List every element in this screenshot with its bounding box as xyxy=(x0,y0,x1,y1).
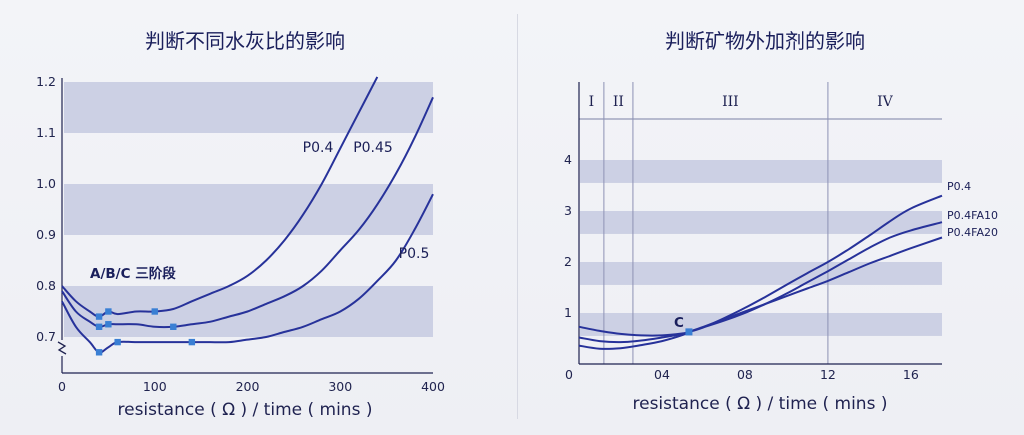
chart-divider xyxy=(517,14,518,419)
chart-title: 判断矿物外加剂的影响 xyxy=(665,29,865,53)
y-tick-label: 0.9 xyxy=(36,227,56,242)
y-tick-label: 0.7 xyxy=(36,329,56,344)
x-tick-label: 12 xyxy=(820,367,836,382)
y-tick-label: 4 xyxy=(564,152,572,167)
band-0 xyxy=(580,160,942,183)
y-tick-label: 2 xyxy=(564,254,572,269)
series-label: P0.5 xyxy=(399,246,430,262)
data-point-marker xyxy=(95,313,103,320)
data-point-marker xyxy=(170,323,177,330)
chart-title: 判断不同水灰比的影响 xyxy=(145,29,345,53)
band-3 xyxy=(580,313,942,336)
phase-label: IV xyxy=(877,94,894,110)
y-tick-label: 3 xyxy=(564,203,572,218)
series-label: P0.45 xyxy=(353,140,393,156)
left-chart: 判断不同水灰比的影响 1.2 1.1 1.0 0.9 0.8 0.7 0 100 200 300 40… xyxy=(36,29,445,420)
data-point-marker xyxy=(685,328,693,336)
y-tick-label: 0.8 xyxy=(36,278,56,293)
band-1 xyxy=(580,211,942,234)
data-point-marker xyxy=(151,308,158,315)
data-point-marker xyxy=(95,323,103,330)
phase-annotation: A/B/C 三阶段 xyxy=(90,265,176,282)
band-1 xyxy=(64,184,433,235)
y-tick-label: 1.0 xyxy=(36,176,56,191)
data-point-marker xyxy=(105,308,112,315)
series-label: P0.4FA10 xyxy=(947,209,998,222)
band-2 xyxy=(580,262,942,285)
x-tick-label: 16 xyxy=(903,367,919,382)
series-line-P0.5 xyxy=(61,193,434,354)
x-tick-label: 04 xyxy=(654,367,670,382)
series-line-P0.4 xyxy=(578,194,943,337)
data-point-marker xyxy=(188,338,196,346)
phase-label: II xyxy=(613,94,624,110)
series-line-P0.4FA10 xyxy=(578,221,943,344)
phase-label: III xyxy=(722,94,739,110)
x-axis-label: resistance ( Ω ) / time ( mins ) xyxy=(633,394,888,414)
y-tick-label: 0 xyxy=(565,367,573,382)
y-tick-label: 1.2 xyxy=(36,74,56,89)
series-label: P0.4FA20 xyxy=(947,226,998,239)
series-line-P0.4FA20 xyxy=(578,236,943,350)
data-point-marker xyxy=(95,349,103,356)
axis-break xyxy=(57,341,67,355)
data-point-marker xyxy=(105,321,112,328)
y-tick-label: 1 xyxy=(564,305,572,320)
x-tick-label: 400 xyxy=(421,379,445,394)
data-point-marker xyxy=(114,338,121,346)
annotation-label: C xyxy=(674,315,684,331)
x-tick-label: 0 xyxy=(58,379,66,394)
x-tick-label: 300 xyxy=(328,379,352,394)
x-tick-label: 08 xyxy=(737,367,753,382)
x-tick-label: 100 xyxy=(143,379,167,394)
y-tick-label: 1.1 xyxy=(36,125,56,140)
x-axis-label: resistance ( Ω ) / time ( mins ) xyxy=(118,400,373,420)
series-label: P0.4 xyxy=(947,180,971,193)
x-tick-label: 200 xyxy=(236,379,260,394)
phase-label: I xyxy=(589,94,595,110)
series-label: P0.4 xyxy=(303,140,334,156)
band-0 xyxy=(64,82,433,133)
